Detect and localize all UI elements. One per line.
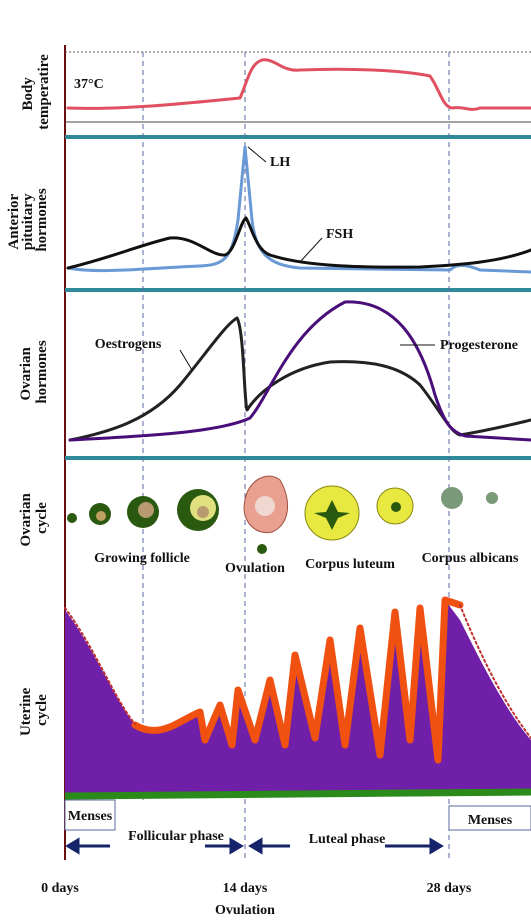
endometrium-surface	[131, 596, 464, 764]
lh-label: LH	[270, 155, 290, 170]
label-line: temperatire	[36, 54, 52, 130]
phase-arrows	[65, 837, 444, 855]
follicles	[67, 475, 498, 554]
progesterone-label: Progesterone	[440, 338, 518, 353]
day-label: 0 days	[41, 881, 79, 896]
label-line: Body	[20, 77, 36, 111]
follicular-label: Follicular phase	[128, 829, 224, 844]
fsh-curve	[66, 216, 531, 270]
fsh-label: FSH	[326, 227, 353, 242]
follicle-label: Growing follicle	[94, 551, 190, 566]
label-line: Ovarian	[18, 493, 34, 547]
leader	[247, 146, 267, 163]
lh-curve	[66, 145, 531, 274]
menses-box	[448, 805, 531, 831]
label-line: Uterine	[18, 687, 34, 736]
luteal-label: Luteal phase	[309, 832, 386, 847]
ovulation-label: Ovulation	[225, 561, 285, 576]
day-note: Ovulation	[215, 903, 275, 918]
progesterone-curve	[68, 300, 531, 442]
menses-label: Menses	[68, 809, 113, 824]
panel-label: Uterine cycle	[18, 684, 50, 736]
label-line: pituitary	[20, 193, 36, 250]
label-line: cycle	[34, 694, 50, 726]
temperature-label: 37°C	[74, 77, 104, 92]
menses-box	[64, 799, 116, 831]
temperature-curve	[66, 58, 531, 111]
panel-label: Body temperatire	[20, 54, 52, 130]
corpus-albicans-label: Corpus albicans	[422, 551, 519, 566]
corpus-luteum-label: Corpus luteum	[305, 557, 395, 572]
label-line: hormones	[34, 340, 50, 403]
day-label: 14 days	[223, 881, 268, 896]
basal-layer	[64, 788, 531, 800]
day-label: 28 days	[427, 881, 472, 896]
label-line: Ovarian	[18, 347, 34, 401]
oestrogen-label: Oestrogens	[95, 337, 162, 352]
leader	[299, 237, 323, 263]
label-line: Anterior	[6, 193, 22, 249]
leader	[179, 349, 193, 371]
panel-label: Anterior pituitary hormones	[6, 188, 50, 251]
shedding-edge	[64, 604, 531, 739]
panel-label: Ovarian cycle	[18, 489, 50, 546]
menses-label: Menses	[468, 813, 513, 828]
panel-label: Ovarian hormones	[18, 340, 50, 403]
endometrium	[65, 600, 531, 795]
label-line: hormones	[34, 188, 50, 251]
label-line: cycle	[34, 502, 50, 534]
